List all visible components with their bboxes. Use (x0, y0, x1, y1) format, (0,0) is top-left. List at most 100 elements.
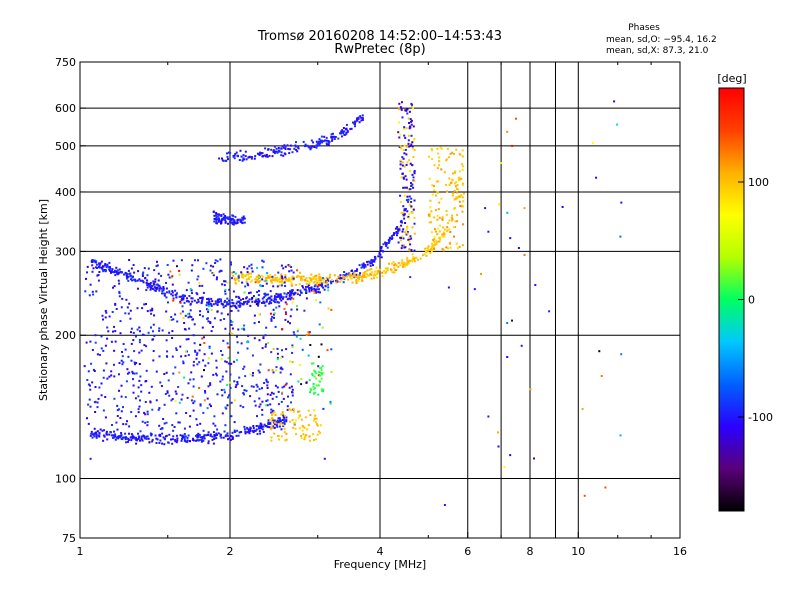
scatter-point (249, 373, 252, 376)
scatter-point (258, 299, 261, 302)
scatter-point (452, 192, 454, 195)
scatter-point (231, 435, 234, 438)
scatter-point (367, 260, 370, 263)
scatter-point (256, 279, 259, 282)
scatter-point (409, 145, 412, 148)
scatter-point (202, 291, 205, 294)
scatter-point (400, 261, 403, 264)
scatter-point (195, 434, 197, 437)
scatter-point (231, 333, 234, 336)
scatter-point (175, 441, 178, 444)
scatter-point (244, 430, 247, 433)
scatter-point (459, 195, 462, 198)
scatter-point (215, 432, 218, 435)
scatter-point (171, 442, 174, 445)
scatter-point (370, 268, 373, 271)
scatter-point (179, 345, 182, 348)
scatter-point (402, 228, 405, 231)
scatter-point (305, 290, 308, 293)
scatter-point (132, 331, 135, 334)
scatter-point (96, 406, 99, 409)
scatter-point (355, 279, 358, 282)
scatter-point (413, 217, 416, 219)
scatter-point (122, 343, 125, 345)
scatter-point (386, 246, 389, 249)
scatter-point (270, 414, 273, 416)
scatter-point (105, 264, 108, 267)
scatter-point (284, 147, 287, 150)
scatter-point (284, 153, 287, 156)
scatter-point (329, 273, 332, 276)
scatter-point (296, 289, 299, 291)
scatter-point (166, 391, 169, 394)
scatter-point (257, 304, 260, 307)
scatter-point (83, 365, 86, 368)
scatter-point (270, 391, 273, 394)
scatter-point (408, 259, 411, 262)
scatter-point (266, 393, 269, 396)
scatter-point (280, 147, 283, 150)
scatter-point (289, 290, 292, 293)
scatter-point (105, 432, 108, 435)
scatter-point (361, 117, 364, 120)
scatter-point (206, 397, 209, 400)
scatter-point (340, 277, 343, 280)
scatter-point (392, 261, 395, 264)
scatter-point (401, 221, 403, 224)
scatter-point (313, 417, 316, 420)
scatter-point (161, 292, 164, 295)
scatter-point (119, 417, 122, 419)
scatter-point (137, 395, 140, 398)
scatter-point (351, 281, 354, 284)
scatter-point (350, 277, 353, 280)
scatter-point (216, 310, 219, 313)
scatter-point (273, 312, 276, 315)
scatter-point (210, 352, 213, 355)
scatter-point (106, 326, 109, 329)
scatter-point (302, 140, 305, 143)
scatter-point (380, 249, 383, 252)
scatter-point (300, 434, 303, 437)
scatter-point (305, 297, 308, 300)
scatter-point (252, 431, 255, 434)
scatter-point (261, 266, 264, 269)
scatter-point (230, 219, 232, 222)
scatter-point (104, 316, 107, 319)
scatter-point (265, 326, 268, 329)
scatter-point (234, 272, 237, 275)
scatter-point (273, 300, 275, 303)
scatter-point (270, 426, 273, 429)
scatter-point (151, 307, 154, 310)
scatter-point (271, 275, 274, 278)
scatter-point (119, 320, 122, 323)
scatter-point (237, 275, 240, 278)
scatter-point (226, 281, 229, 284)
scatter-point (246, 347, 249, 350)
scatter-point (217, 299, 220, 302)
scatter-point (402, 265, 405, 268)
scatter-point (447, 156, 450, 159)
scatter-point (256, 266, 259, 269)
scatter-point (378, 252, 381, 255)
scatter-point (243, 393, 245, 396)
scatter-point (407, 200, 410, 203)
scatter-point (318, 277, 321, 280)
scatter-point (124, 271, 127, 274)
scatter-point (90, 432, 93, 435)
y-tick-label: 400 (55, 186, 76, 199)
scatter-point (157, 279, 160, 282)
scatter-point (175, 349, 178, 351)
scatter-point (165, 421, 168, 424)
scatter-point (304, 278, 307, 281)
scatter-point (232, 155, 235, 158)
scatter-point (150, 385, 153, 388)
scatter-point (440, 147, 443, 150)
scatter-point (120, 306, 123, 309)
scatter-point (222, 436, 225, 439)
scatter-point (433, 216, 436, 219)
scatter-point (199, 343, 202, 346)
scatter-point (358, 277, 360, 280)
scatter-point (266, 272, 269, 275)
scatter-point (439, 146, 442, 149)
